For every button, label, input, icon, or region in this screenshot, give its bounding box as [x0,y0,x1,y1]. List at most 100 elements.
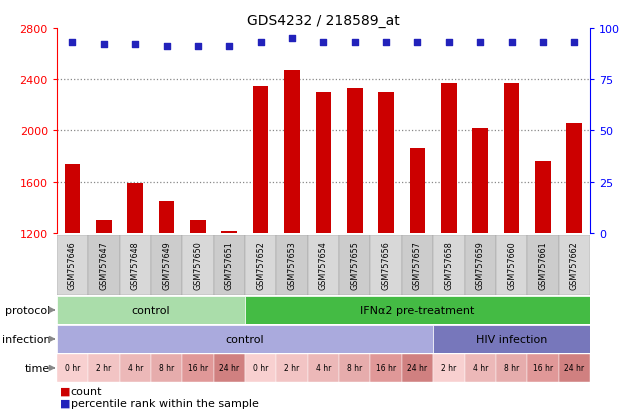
Text: control: control [226,334,264,344]
Bar [214,354,245,382]
Bar [119,354,151,382]
Text: 0 hr: 0 hr [65,363,80,373]
Bar [190,221,206,233]
Bar [567,123,582,233]
Text: 2 hr: 2 hr [285,363,300,373]
Bar [558,235,590,295]
Bar [182,354,214,382]
Bar [245,235,276,295]
Text: GSM757652: GSM757652 [256,241,265,290]
Point [507,40,517,47]
Text: GSM757655: GSM757655 [350,241,359,290]
Text: 24 hr: 24 hr [408,363,428,373]
Text: GSM757653: GSM757653 [288,241,297,290]
Bar [151,354,182,382]
Text: 24 hr: 24 hr [564,363,584,373]
Bar [182,235,214,295]
Text: time: time [25,363,50,373]
Bar [433,354,464,382]
Bar [535,162,551,233]
Bar [253,86,269,233]
Text: HIV infection: HIV infection [476,334,547,344]
Point [287,36,297,43]
Text: control: control [132,305,170,315]
Bar [57,296,245,324]
Point [99,42,109,49]
Bar [64,164,80,233]
Bar [57,235,88,295]
Bar [504,84,519,233]
Text: 2 hr: 2 hr [441,363,456,373]
Bar [347,89,363,233]
Text: percentile rank within the sample: percentile rank within the sample [71,398,259,408]
Bar [308,235,339,295]
Text: 4 hr: 4 hr [473,363,488,373]
Text: infection: infection [2,334,50,344]
Bar [433,235,464,295]
Bar [496,354,528,382]
Bar [159,202,174,233]
Text: GSM757647: GSM757647 [99,241,109,290]
Point [569,40,579,47]
Bar [308,354,339,382]
Text: 8 hr: 8 hr [347,363,362,373]
Point [68,40,78,47]
Point [256,40,266,47]
Title: GDS4232 / 218589_at: GDS4232 / 218589_at [247,14,400,28]
Text: 4 hr: 4 hr [127,363,143,373]
Bar [151,235,182,295]
Text: GSM757650: GSM757650 [194,241,203,290]
Bar [370,235,402,295]
Bar [528,235,558,295]
Bar [284,71,300,233]
Point [319,40,329,47]
Bar [496,235,528,295]
Text: GSM757649: GSM757649 [162,241,171,290]
Bar [370,354,402,382]
Text: GSM757657: GSM757657 [413,241,422,290]
Text: 24 hr: 24 hr [219,363,239,373]
Bar [410,149,425,233]
Text: GSM757648: GSM757648 [131,241,139,290]
Point [162,44,172,51]
Text: protocol: protocol [5,305,50,315]
Bar [339,235,370,295]
Bar [119,235,151,295]
Point [381,40,391,47]
Bar [276,235,308,295]
Point [538,40,548,47]
Text: ■: ■ [60,398,71,408]
Text: GSM757654: GSM757654 [319,241,328,290]
Text: GSM757659: GSM757659 [476,241,485,290]
Text: 2 hr: 2 hr [96,363,112,373]
Text: GSM757651: GSM757651 [225,241,234,290]
Text: GSM757656: GSM757656 [382,241,391,290]
Bar [464,354,496,382]
Text: GSM757661: GSM757661 [538,241,548,290]
Bar [473,128,488,233]
Text: 0 hr: 0 hr [253,363,268,373]
Bar [433,325,590,353]
Point [193,44,203,51]
Bar [221,231,237,233]
Point [413,40,423,47]
Bar [276,354,308,382]
Bar [464,235,496,295]
Bar [402,235,433,295]
Bar [88,235,119,295]
Point [130,42,140,49]
Point [224,44,234,51]
Bar [127,183,143,233]
Bar [558,354,590,382]
Text: 16 hr: 16 hr [188,363,208,373]
Text: GSM757658: GSM757658 [444,241,453,290]
Text: GSM757646: GSM757646 [68,241,77,290]
Text: GSM757660: GSM757660 [507,241,516,290]
Bar [245,354,276,382]
Text: IFNα2 pre-treatment: IFNα2 pre-treatment [360,305,475,315]
Point [475,40,485,47]
Text: 16 hr: 16 hr [376,363,396,373]
Text: 16 hr: 16 hr [533,363,553,373]
Bar [57,325,433,353]
Text: count: count [71,386,102,396]
